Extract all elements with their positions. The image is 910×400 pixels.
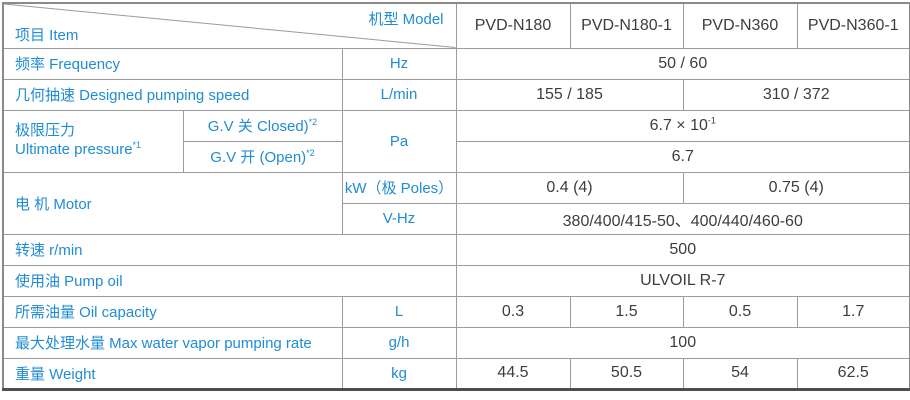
ultimate-pressure-label-cn: 极限压力 [15,122,76,140]
weight-label: 重量 Weight [2,357,343,390]
frequency-unit: Hz [341,47,457,80]
corner-cell: 机型 Model 项目 Item [2,2,457,49]
row-motor-kw: 电 机 Motor kW（极 Poles） 0.4 (4) 0.75 (4) [2,171,910,235]
water-vapor-label: 最大处理水量 Max water vapor pumping rate [2,326,343,359]
row-pump-oil: 使用油 Pump oil ULVOIL R-7 [2,264,910,297]
row-motor-vhz: V-Hz 380/400/415-50、400/440/460-60 [3,202,910,235]
rotation-speed-value: 500 [455,233,910,266]
weight-value-3: 54 [682,357,798,390]
gv-closed-sup: *2 [308,117,318,127]
row-pumping-speed: 几何抽速 Designed pumping speed L/min 155 / … [2,78,910,111]
water-vapor-value: 100 [455,326,910,359]
row-rotation-speed: 转速 r/min 500 [2,233,910,266]
frequency-value: 50 / 60 [455,47,910,80]
motor-vhz-value: 380/400/415-50、400/440/460-60 [455,202,910,235]
weight-value-1: 44.5 [455,357,571,390]
motor-vhz-unit: V-Hz [341,202,457,235]
oil-capacity-unit: L [341,295,457,328]
ultimate-pressure-label: 极限压力 Ultimate pressure*1 [2,109,184,173]
water-vapor-unit: g/h [341,326,457,359]
oil-capacity-value-4: 1.7 [796,295,910,328]
row-oil-capacity: 所需油量 Oil capacity L 0.3 1.5 0.5 1.7 [2,295,910,328]
gv-open-text: G.V 开 (Open) [210,149,307,166]
pumping-speed-value-n360: 310 / 372 [682,78,910,111]
row-water-vapor: 最大处理水量 Max water vapor pumping rate g/h … [2,326,910,359]
closed-value-base: 6.7 × 10 [649,116,708,134]
motor-kw-value-n180: 0.4 (4) [455,171,684,204]
ultimate-pressure-unit: Pa [341,109,457,173]
ultimate-pressure-closed-value: 6.7 × 10-1 [455,109,910,142]
spec-table: 机型 Model 项目 Item PVD-N180 PVD-N180-1 PVD… [2,2,910,391]
closed-value-exponent: -1 [707,115,716,126]
ultimate-pressure-label-sup: *1 [132,140,142,150]
row-ultimate-pressure-open: G.V 开 (Open)*2 6.7 [3,140,910,173]
row-ultimate-pressure-closed: 极限压力 Ultimate pressure*1 G.V 关 Closed)*2… [2,109,910,173]
ultimate-pressure-open-value: 6.7 [455,140,910,173]
gv-open-label: G.V 开 (Open)*2 [182,140,343,173]
diagonal-divider [4,4,456,48]
pump-oil-value: ULVOIL R-7 [455,264,910,297]
oil-capacity-value-1: 0.3 [455,295,571,328]
motor-kw-unit: kW（极 Poles） [341,171,457,204]
row-weight: 重量 Weight kg 44.5 50.5 54 62.5 [2,357,910,390]
gv-open-sup: *2 [306,148,315,158]
weight-value-4: 62.5 [796,357,910,390]
oil-capacity-value-3: 0.5 [682,295,798,328]
ultimate-pressure-label-en: Ultimate pressure [15,141,133,158]
corner-model-label: 机型 Model [368,11,444,28]
pumping-speed-unit: L/min [341,78,457,111]
weight-value-2: 50.5 [569,357,684,390]
pumping-speed-label: 几何抽速 Designed pumping speed [2,78,343,111]
motor-kw-value-n360: 0.75 (4) [682,171,910,204]
corner-item-label: 项目 Item [15,26,79,44]
model-header-pvd-n180-1: PVD-N180-1 [569,2,684,49]
frequency-label: 频率 Frequency [2,47,343,80]
model-header-pvd-n360-1: PVD-N360-1 [796,2,910,49]
weight-unit: kg [341,357,457,390]
header-row: 机型 Model 项目 Item PVD-N180 PVD-N180-1 PVD… [2,2,910,49]
motor-label: 电 机 Motor [2,171,343,235]
oil-capacity-value-2: 1.5 [569,295,684,328]
gv-closed-text: G.V 关 Closed) [207,118,309,135]
gv-closed-label: G.V 关 Closed)*2 [182,109,343,142]
pumping-speed-value-n180: 155 / 185 [455,78,684,111]
model-header-pvd-n180: PVD-N180 [455,2,571,49]
pump-oil-label: 使用油 Pump oil [2,264,457,297]
row-frequency: 频率 Frequency Hz 50 / 60 [2,47,910,80]
oil-capacity-label: 所需油量 Oil capacity [2,295,343,328]
rotation-speed-label: 转速 r/min [2,233,457,266]
model-header-pvd-n360: PVD-N360 [682,2,798,49]
